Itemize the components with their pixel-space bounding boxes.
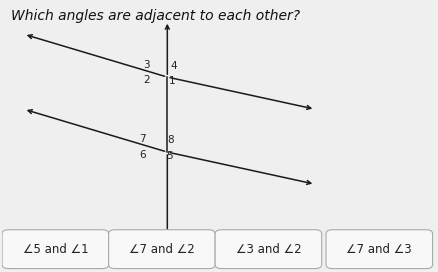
- Text: 4: 4: [170, 61, 177, 71]
- Text: 2: 2: [143, 75, 150, 85]
- Text: 6: 6: [139, 150, 145, 160]
- Text: 5: 5: [166, 151, 173, 161]
- Text: ∠3 and ∠2: ∠3 and ∠2: [235, 243, 300, 256]
- Text: 3: 3: [143, 60, 150, 70]
- Text: 1: 1: [168, 76, 175, 86]
- Text: ∠7 and ∠3: ∠7 and ∠3: [346, 243, 411, 256]
- Text: ∠7 and ∠2: ∠7 and ∠2: [129, 243, 194, 256]
- FancyBboxPatch shape: [2, 230, 108, 268]
- FancyBboxPatch shape: [325, 230, 431, 268]
- Text: 8: 8: [167, 135, 174, 145]
- Text: 7: 7: [139, 134, 145, 144]
- Text: ∠5 and ∠1: ∠5 and ∠1: [22, 243, 88, 256]
- FancyBboxPatch shape: [108, 230, 215, 268]
- Text: Which angles are adjacent to each other?: Which angles are adjacent to each other?: [11, 9, 299, 23]
- FancyBboxPatch shape: [215, 230, 321, 268]
